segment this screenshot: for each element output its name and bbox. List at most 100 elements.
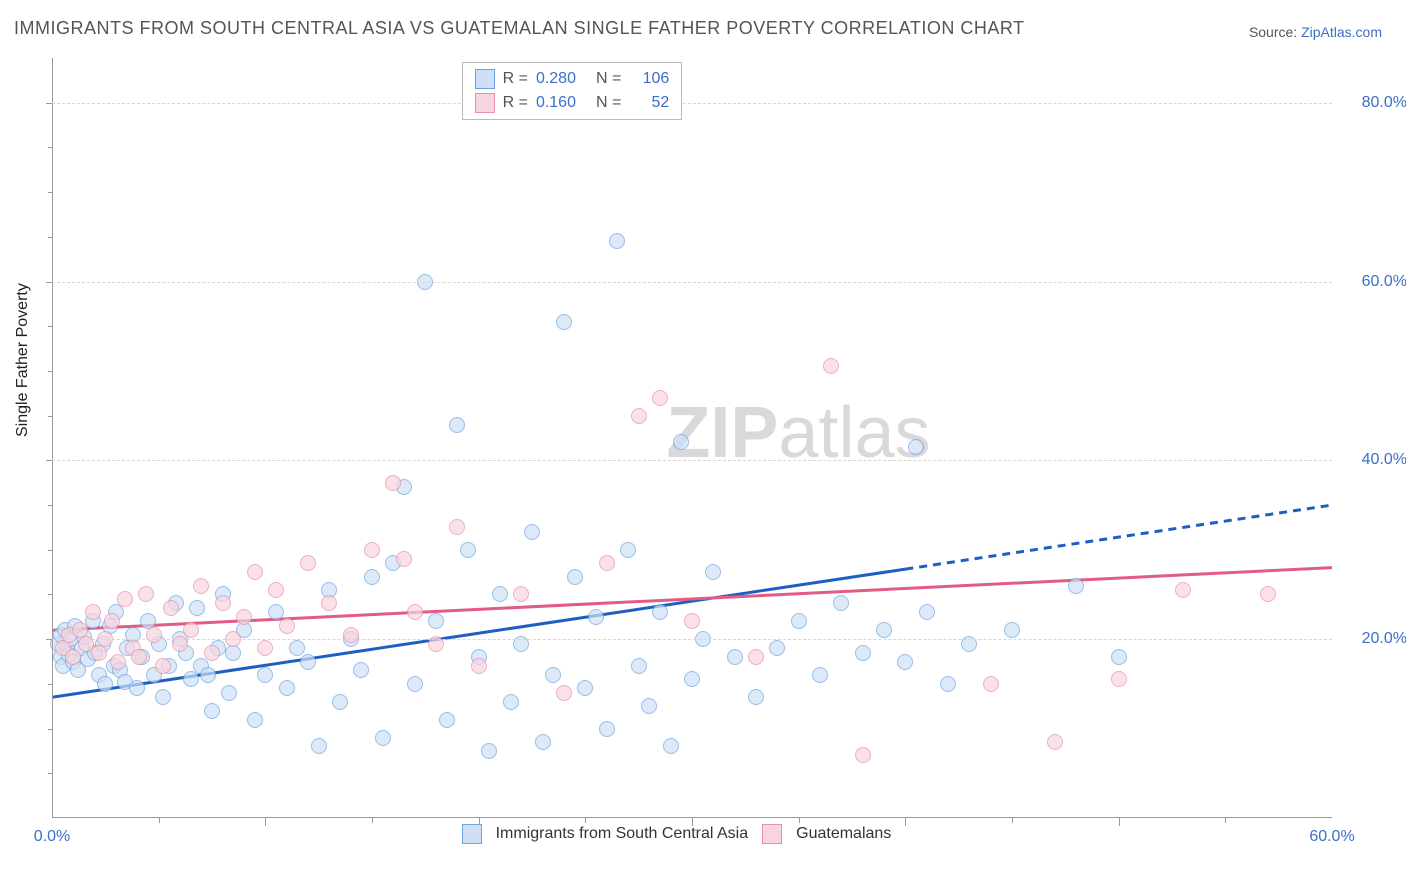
y-tick-label: 40.0%	[1337, 451, 1406, 469]
data-point	[236, 609, 252, 625]
y-minor-tick	[48, 773, 52, 774]
data-point	[684, 671, 700, 687]
n-value: 106	[629, 70, 669, 88]
gridline	[52, 460, 1332, 461]
data-point	[727, 649, 743, 665]
data-point	[343, 627, 359, 643]
y-axis-label: Single Father Poverty	[14, 283, 32, 437]
data-point	[428, 613, 444, 629]
data-point	[247, 564, 263, 580]
data-point	[439, 712, 455, 728]
y-minor-tick	[48, 192, 52, 193]
data-point	[908, 439, 924, 455]
data-point	[172, 636, 188, 652]
data-point	[769, 640, 785, 656]
chart-container: IMMIGRANTS FROM SOUTH CENTRAL ASIA VS GU…	[0, 0, 1406, 892]
legend-correlation-row: R =0.280N =106	[475, 67, 670, 91]
x-tick-mark	[372, 818, 373, 823]
data-point	[556, 685, 572, 701]
x-tick-mark	[799, 818, 800, 823]
data-point	[471, 658, 487, 674]
y-minor-tick	[48, 505, 52, 506]
data-point	[833, 595, 849, 611]
data-point	[641, 698, 657, 714]
data-point	[131, 649, 147, 665]
data-point	[155, 689, 171, 705]
data-point	[545, 667, 561, 683]
data-point	[556, 314, 572, 330]
r-label: R =	[503, 94, 528, 112]
data-point	[221, 685, 237, 701]
data-point	[983, 676, 999, 692]
y-tick-mark	[46, 103, 52, 104]
data-point	[577, 680, 593, 696]
data-point	[375, 730, 391, 746]
legend-correlation-box: R =0.280N =106R =0.160N = 52	[462, 62, 683, 120]
data-point	[146, 627, 162, 643]
data-point	[748, 689, 764, 705]
r-label: R =	[503, 70, 528, 88]
y-tick-label: 80.0%	[1337, 94, 1406, 112]
data-point	[257, 640, 273, 656]
data-point	[503, 694, 519, 710]
y-minor-tick	[48, 729, 52, 730]
x-tick-mark	[1225, 818, 1226, 823]
x-tick-mark	[1012, 818, 1013, 823]
n-label: N =	[596, 94, 621, 112]
data-point	[705, 564, 721, 580]
data-point	[110, 654, 126, 670]
legend-swatch	[462, 824, 482, 844]
data-point	[609, 233, 625, 249]
data-point	[257, 667, 273, 683]
data-point	[97, 676, 113, 692]
y-tick-label: 60.0%	[1337, 273, 1406, 291]
x-tick-mark	[905, 818, 906, 826]
data-point	[85, 604, 101, 620]
data-point	[215, 595, 231, 611]
data-point	[823, 358, 839, 374]
y-minor-tick	[48, 237, 52, 238]
data-point	[1175, 582, 1191, 598]
data-point	[1111, 649, 1127, 665]
source-label: Source:	[1249, 24, 1301, 40]
data-point	[855, 645, 871, 661]
source-attribution: Source: ZipAtlas.com	[1249, 24, 1382, 40]
data-point	[513, 636, 529, 652]
data-point	[332, 694, 348, 710]
gridline	[52, 103, 1332, 104]
data-point	[104, 613, 120, 629]
x-tick-label: 0.0%	[34, 828, 70, 846]
y-tick-mark	[46, 460, 52, 461]
data-point	[599, 555, 615, 571]
data-point	[155, 658, 171, 674]
y-tick-label: 20.0%	[1337, 630, 1406, 648]
plot-area: ZIPatlas 20.0%40.0%60.0%80.0%0.0%60.0%	[52, 58, 1332, 818]
data-point	[663, 738, 679, 754]
y-minor-tick	[48, 684, 52, 685]
data-point	[204, 645, 220, 661]
data-point	[364, 542, 380, 558]
data-point	[449, 519, 465, 535]
data-point	[396, 551, 412, 567]
data-point	[189, 600, 205, 616]
data-point	[812, 667, 828, 683]
data-point	[385, 475, 401, 491]
data-point	[961, 636, 977, 652]
data-point	[1068, 578, 1084, 594]
data-point	[535, 734, 551, 750]
legend-series: Immigrants from South Central AsiaGuatem…	[462, 824, 892, 844]
data-point	[599, 721, 615, 737]
data-point	[673, 434, 689, 450]
data-point	[652, 390, 668, 406]
data-point	[492, 586, 508, 602]
x-tick-mark	[585, 818, 586, 823]
x-tick-mark	[265, 818, 266, 826]
data-point	[460, 542, 476, 558]
data-point	[193, 578, 209, 594]
data-point	[321, 595, 337, 611]
data-point	[897, 654, 913, 670]
data-point	[183, 671, 199, 687]
data-point	[855, 747, 871, 763]
data-point	[748, 649, 764, 665]
data-point	[524, 524, 540, 540]
